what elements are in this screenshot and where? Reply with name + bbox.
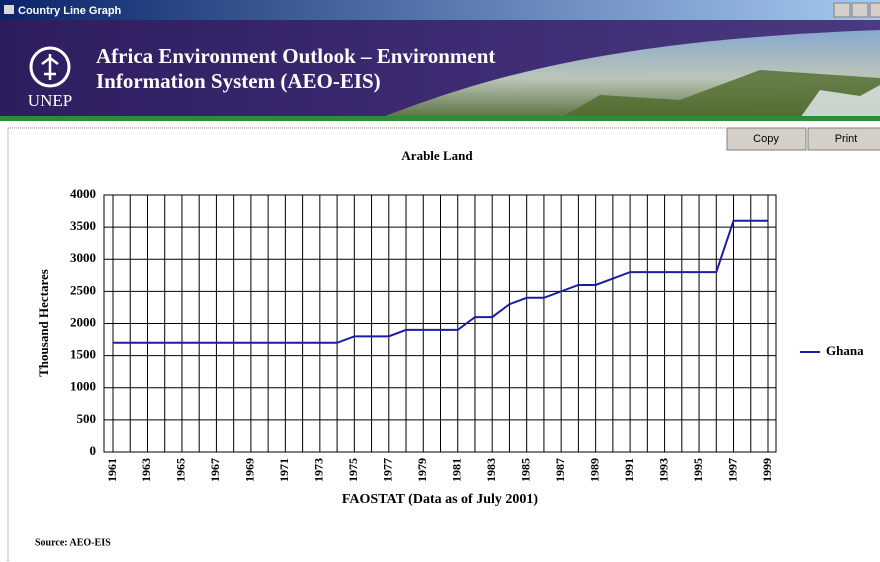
unep-logo-figure [41, 54, 59, 80]
print-button[interactable]: Print [807, 127, 880, 151]
x-tick-label: 1965 [174, 458, 188, 482]
source-note: Source: AEO-EIS [35, 537, 111, 548]
y-tick-label: 3500 [70, 218, 96, 233]
y-axis-label: Thousand Hectares [36, 269, 51, 377]
title-bar [0, 0, 880, 20]
banner-title: Africa Environment Outlook – Environment [96, 44, 495, 68]
banner-landscape [560, 70, 880, 118]
copy-button[interactable]: Copy [726, 127, 807, 151]
x-tick-label: 1987 [553, 458, 567, 482]
x-tick-label: 1991 [622, 458, 636, 482]
x-axis-label: FAOSTAT (Data as of July 2001) [342, 492, 538, 507]
y-tick-label: 3000 [70, 250, 96, 265]
x-tick-label: 1963 [139, 458, 153, 482]
banner-title: Information System (AEO-EIS) [96, 69, 381, 93]
data-line [113, 219, 768, 344]
y-tick-label: 1000 [70, 379, 96, 394]
x-tick-label: 1975 [346, 458, 360, 482]
x-tick-label: 1979 [415, 458, 429, 482]
window-title: Country Line Graph [18, 5, 122, 17]
x-tick-label: 1995 [691, 458, 705, 482]
maximize-button[interactable] [851, 2, 869, 18]
banner-water [800, 85, 880, 118]
minimize-button[interactable] [833, 2, 851, 18]
x-tick-label: 1967 [208, 458, 222, 482]
x-tick-label: 1969 [243, 458, 257, 482]
x-tick-label: 1961 [105, 458, 119, 482]
x-tick-label: 1989 [587, 458, 601, 482]
x-tick-label: 1985 [518, 458, 532, 482]
y-tick-label: 0 [90, 443, 97, 458]
y-tick-label: 1500 [70, 347, 96, 362]
chart-title: Arable Land [401, 148, 473, 163]
x-tick-label: 1977 [381, 458, 395, 482]
button-label: Print [835, 133, 858, 145]
button-face [807, 127, 880, 151]
x-tick-label: 1981 [449, 458, 463, 482]
y-tick-label: 4000 [70, 186, 96, 201]
y-tick-label: 2500 [70, 282, 96, 297]
y-tick-label: 2000 [70, 314, 96, 329]
y-tick-label: 500 [77, 411, 97, 426]
x-tick-label: 1973 [312, 458, 326, 482]
legend-label: Ghana [826, 343, 864, 358]
close-button[interactable] [869, 2, 880, 18]
x-tick-label: 1999 [760, 458, 774, 482]
banner-stripe [0, 116, 880, 121]
unep-logo [29, 46, 71, 88]
x-tick-label: 1971 [277, 458, 291, 482]
window-icon [4, 5, 14, 14]
x-tick-label: 1993 [656, 458, 670, 482]
x-tick-label: 1997 [725, 458, 739, 482]
x-tick-label: 1983 [484, 458, 498, 482]
logo-text: UNEP [28, 91, 72, 110]
button-face [726, 127, 807, 151]
button-label: Copy [753, 133, 779, 145]
